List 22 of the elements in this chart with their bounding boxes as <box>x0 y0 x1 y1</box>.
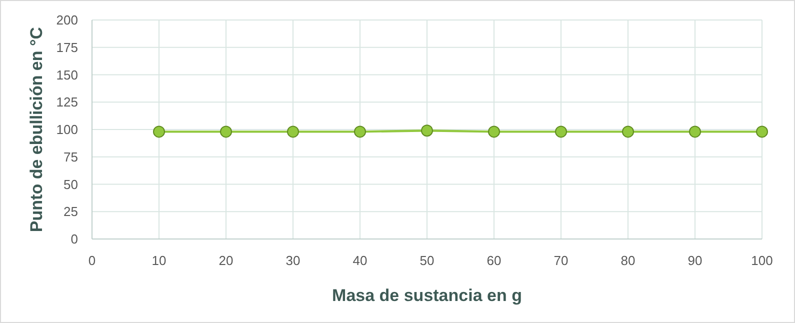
y-tick-label: 25 <box>64 204 78 220</box>
y-tick-label: 75 <box>64 149 78 164</box>
y-tick-label: 175 <box>56 40 78 55</box>
x-tick-label: 80 <box>620 253 636 268</box>
x-tick-label: 60 <box>486 253 502 268</box>
y-tick-label: 50 <box>64 176 78 192</box>
y-axis-title: Punto de ebullición en °C <box>27 26 46 232</box>
x-tick-label: 70 <box>554 253 568 268</box>
x-tick-label: 20 <box>218 253 234 268</box>
x-tick-label: 10 <box>152 253 166 268</box>
x-tick-label: 90 <box>688 253 702 268</box>
x-tick-label: 50 <box>420 253 434 268</box>
x-axis-title: Masa de sustancia en g <box>332 286 522 305</box>
y-tick-label: 0 <box>70 232 78 247</box>
y-tick-label: 150 <box>56 67 78 82</box>
y-tick-label: 125 <box>56 94 78 110</box>
x-tick-label: 100 <box>751 253 773 268</box>
x-tick-label: 0 <box>88 253 96 268</box>
y-tick-label: 100 <box>56 122 78 138</box>
x-tick-label: 40 <box>352 253 368 268</box>
y-tick-label: 200 <box>56 12 78 28</box>
x-tick-label: 30 <box>286 253 300 268</box>
